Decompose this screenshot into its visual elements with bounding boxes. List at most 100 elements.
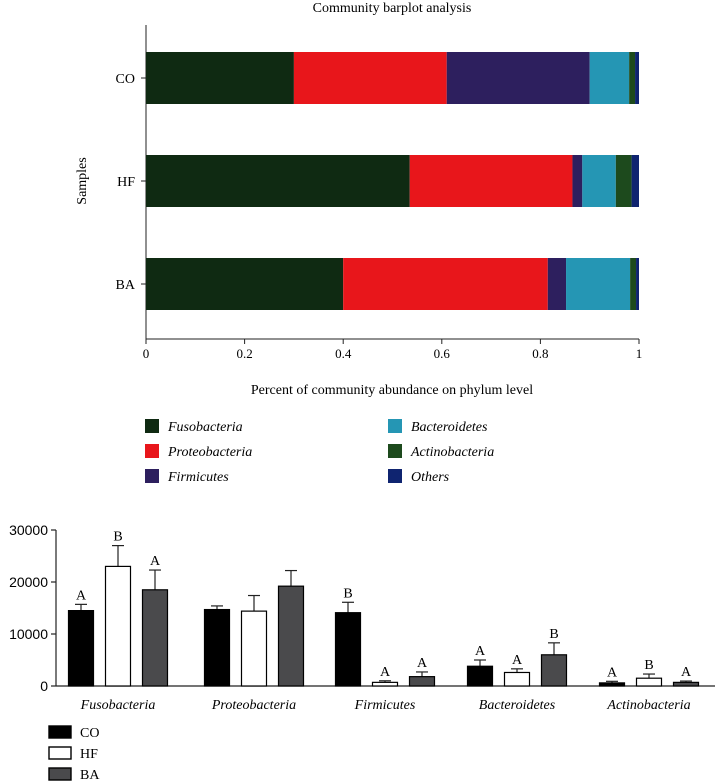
legend-item-bacteroidetes: Bacteroidetes xyxy=(388,419,488,435)
significance-label-fusobacteria-hf: B xyxy=(113,530,122,545)
legend-label-actinobacteria: Actinobacteria xyxy=(410,445,494,460)
bar-actinobacteria-hf xyxy=(635,677,663,687)
bottom-chart-bars: A B A B A A A A B A B A xyxy=(67,530,700,687)
y-tick-label-2: 20000 xyxy=(9,574,48,590)
significance-label-firmicutes-co: B xyxy=(343,586,352,601)
y-tick-label-3: 30000 xyxy=(9,522,48,538)
bar-ba-proteobacteria xyxy=(343,258,548,310)
bar-firmicutes-ba xyxy=(408,676,436,687)
significance-label-firmicutes-ba: A xyxy=(417,656,428,671)
legend-swatch-actinobacteria xyxy=(388,444,402,458)
bar-fusobacteria-ba xyxy=(141,589,169,687)
x-tick-label-5: 1 xyxy=(636,346,643,361)
bar-actinobacteria-ba xyxy=(672,681,700,687)
legend-item-fusobacteria: Fusobacteria xyxy=(145,419,243,435)
bar-proteobacteria-ba xyxy=(277,585,305,687)
bar-hf-firmicutes xyxy=(572,155,583,207)
legend-item-firmicutes: Firmicutes xyxy=(145,469,229,485)
bar-hf-bacteroidetes xyxy=(582,155,616,207)
x-tick-label-2: 0.4 xyxy=(335,346,352,361)
bar-ba-bacteroidetes xyxy=(566,258,631,310)
stacked-bar-chart: Community barplot analysis Samples Perce… xyxy=(75,1,642,398)
legend-swatch-others xyxy=(388,469,402,483)
bar-co-bacteroidetes xyxy=(589,52,630,104)
y-tick-label-ba: BA xyxy=(116,278,136,293)
x-tick-label-actinobacteria: Actinobacteria xyxy=(606,698,690,713)
bar-co-firmicutes xyxy=(446,52,590,104)
legend-item-ba: BA xyxy=(48,767,100,781)
bar-fusobacteria-co xyxy=(67,609,95,687)
bar-co-proteobacteria xyxy=(293,52,447,104)
bar-ba-firmicutes xyxy=(547,258,567,310)
top-chart-title: Community barplot analysis xyxy=(313,1,472,16)
legend-label-fusobacteria: Fusobacteria xyxy=(167,420,243,435)
x-tick-label-fusobacteria: Fusobacteria xyxy=(80,698,156,713)
legend-swatch-co xyxy=(48,725,72,739)
significance-label-actinobacteria-co: A xyxy=(607,665,618,680)
legend-item-hf: HF xyxy=(48,746,98,762)
legend-label-hf: HF xyxy=(80,747,98,762)
bar-co-fusobacteria xyxy=(146,52,294,104)
top-chart-bars xyxy=(146,52,639,310)
bar-bacteroidetes-co xyxy=(466,665,494,687)
top-chart-legend: Fusobacteria Proteobacteria Firmicutes Bact… xyxy=(145,419,494,485)
bar-ba-fusobacteria xyxy=(146,258,344,310)
y-tick-label-hf: HF xyxy=(117,175,135,190)
legend-label-others: Others xyxy=(411,470,450,485)
bottom-chart-y-ticks: 0 10000 20000 30000 xyxy=(9,522,56,694)
legend-swatch-hf xyxy=(48,746,72,760)
bottom-chart-legend: CO HF BA xyxy=(48,725,100,781)
bar-co-others xyxy=(635,52,639,104)
y-tick-label-1: 10000 xyxy=(9,626,48,642)
significance-label-fusobacteria-co: A xyxy=(76,588,87,603)
significance-label-bacteroidetes-co: A xyxy=(475,644,486,659)
significance-label-fusobacteria-ba: A xyxy=(150,554,161,569)
legend-label-proteobacteria: Proteobacteria xyxy=(167,445,252,460)
legend-item-proteobacteria: Proteobacteria xyxy=(145,444,252,460)
y-tick-label-co: CO xyxy=(116,72,135,87)
significance-label-bacteroidetes-ba: B xyxy=(549,627,558,642)
legend-item-others: Others xyxy=(388,469,450,485)
x-tick-label-3: 0.6 xyxy=(434,346,451,361)
y-tick-label-0: 0 xyxy=(40,678,48,694)
significance-label-firmicutes-hf: A xyxy=(380,665,391,680)
bar-firmicutes-co xyxy=(334,612,362,687)
significance-label-actinobacteria-ba: A xyxy=(681,665,692,680)
bar-co-actinobacteria xyxy=(629,52,636,104)
bar-fusobacteria-hf xyxy=(104,565,132,687)
significance-label-bacteroidetes-hf: A xyxy=(512,653,523,668)
legend-swatch-fusobacteria xyxy=(145,419,159,433)
x-tick-label-proteobacteria: Proteobacteria xyxy=(211,698,296,713)
legend-item-co: CO xyxy=(48,725,99,741)
bar-firmicutes-hf xyxy=(371,681,399,687)
bar-ba-others xyxy=(636,258,639,310)
x-tick-label-1: 0.2 xyxy=(236,346,252,361)
x-tick-label-firmicutes: Firmicutes xyxy=(354,698,416,713)
top-chart-ylabel: Samples xyxy=(75,157,90,204)
bottom-chart-x-ticks: Fusobacteria Proteobacteria Firmicutes Bact… xyxy=(80,698,691,713)
top-chart-xlabel: Percent of community abundance on phylum… xyxy=(251,383,533,398)
legend-label-firmicutes: Firmicutes xyxy=(167,470,229,485)
bar-bacteroidetes-ba xyxy=(540,654,568,687)
x-tick-label-0: 0 xyxy=(143,346,150,361)
legend-swatch-bacteroidetes xyxy=(388,419,402,433)
bar-proteobacteria-hf xyxy=(240,610,268,687)
bar-hf-others xyxy=(631,155,639,207)
bar-hf-fusobacteria xyxy=(146,155,410,207)
legend-swatch-ba xyxy=(48,767,72,781)
legend-label-bacteroidetes: Bacteroidetes xyxy=(411,420,488,435)
bar-bacteroidetes-hf xyxy=(503,671,531,687)
legend-swatch-firmicutes xyxy=(145,469,159,483)
bar-hf-proteobacteria xyxy=(409,155,573,207)
bar-ba-actinobacteria xyxy=(630,258,637,310)
grouped-bar-chart: 0 10000 20000 30000 A B A B A A A A B A B A Fusobacter… xyxy=(9,522,715,713)
top-chart-x-ticks: 0 0.2 0.4 0.6 0.8 1 xyxy=(143,339,643,361)
significance-label-actinobacteria-hf: B xyxy=(644,658,653,673)
top-chart-y-ticks: CO HF BA xyxy=(116,72,146,293)
x-tick-label-4: 0.8 xyxy=(532,346,548,361)
legend-item-actinobacteria: Actinobacteria xyxy=(388,444,494,460)
legend-label-ba: BA xyxy=(80,768,100,781)
bar-actinobacteria-co xyxy=(598,682,626,687)
legend-label-co: CO xyxy=(80,726,99,741)
